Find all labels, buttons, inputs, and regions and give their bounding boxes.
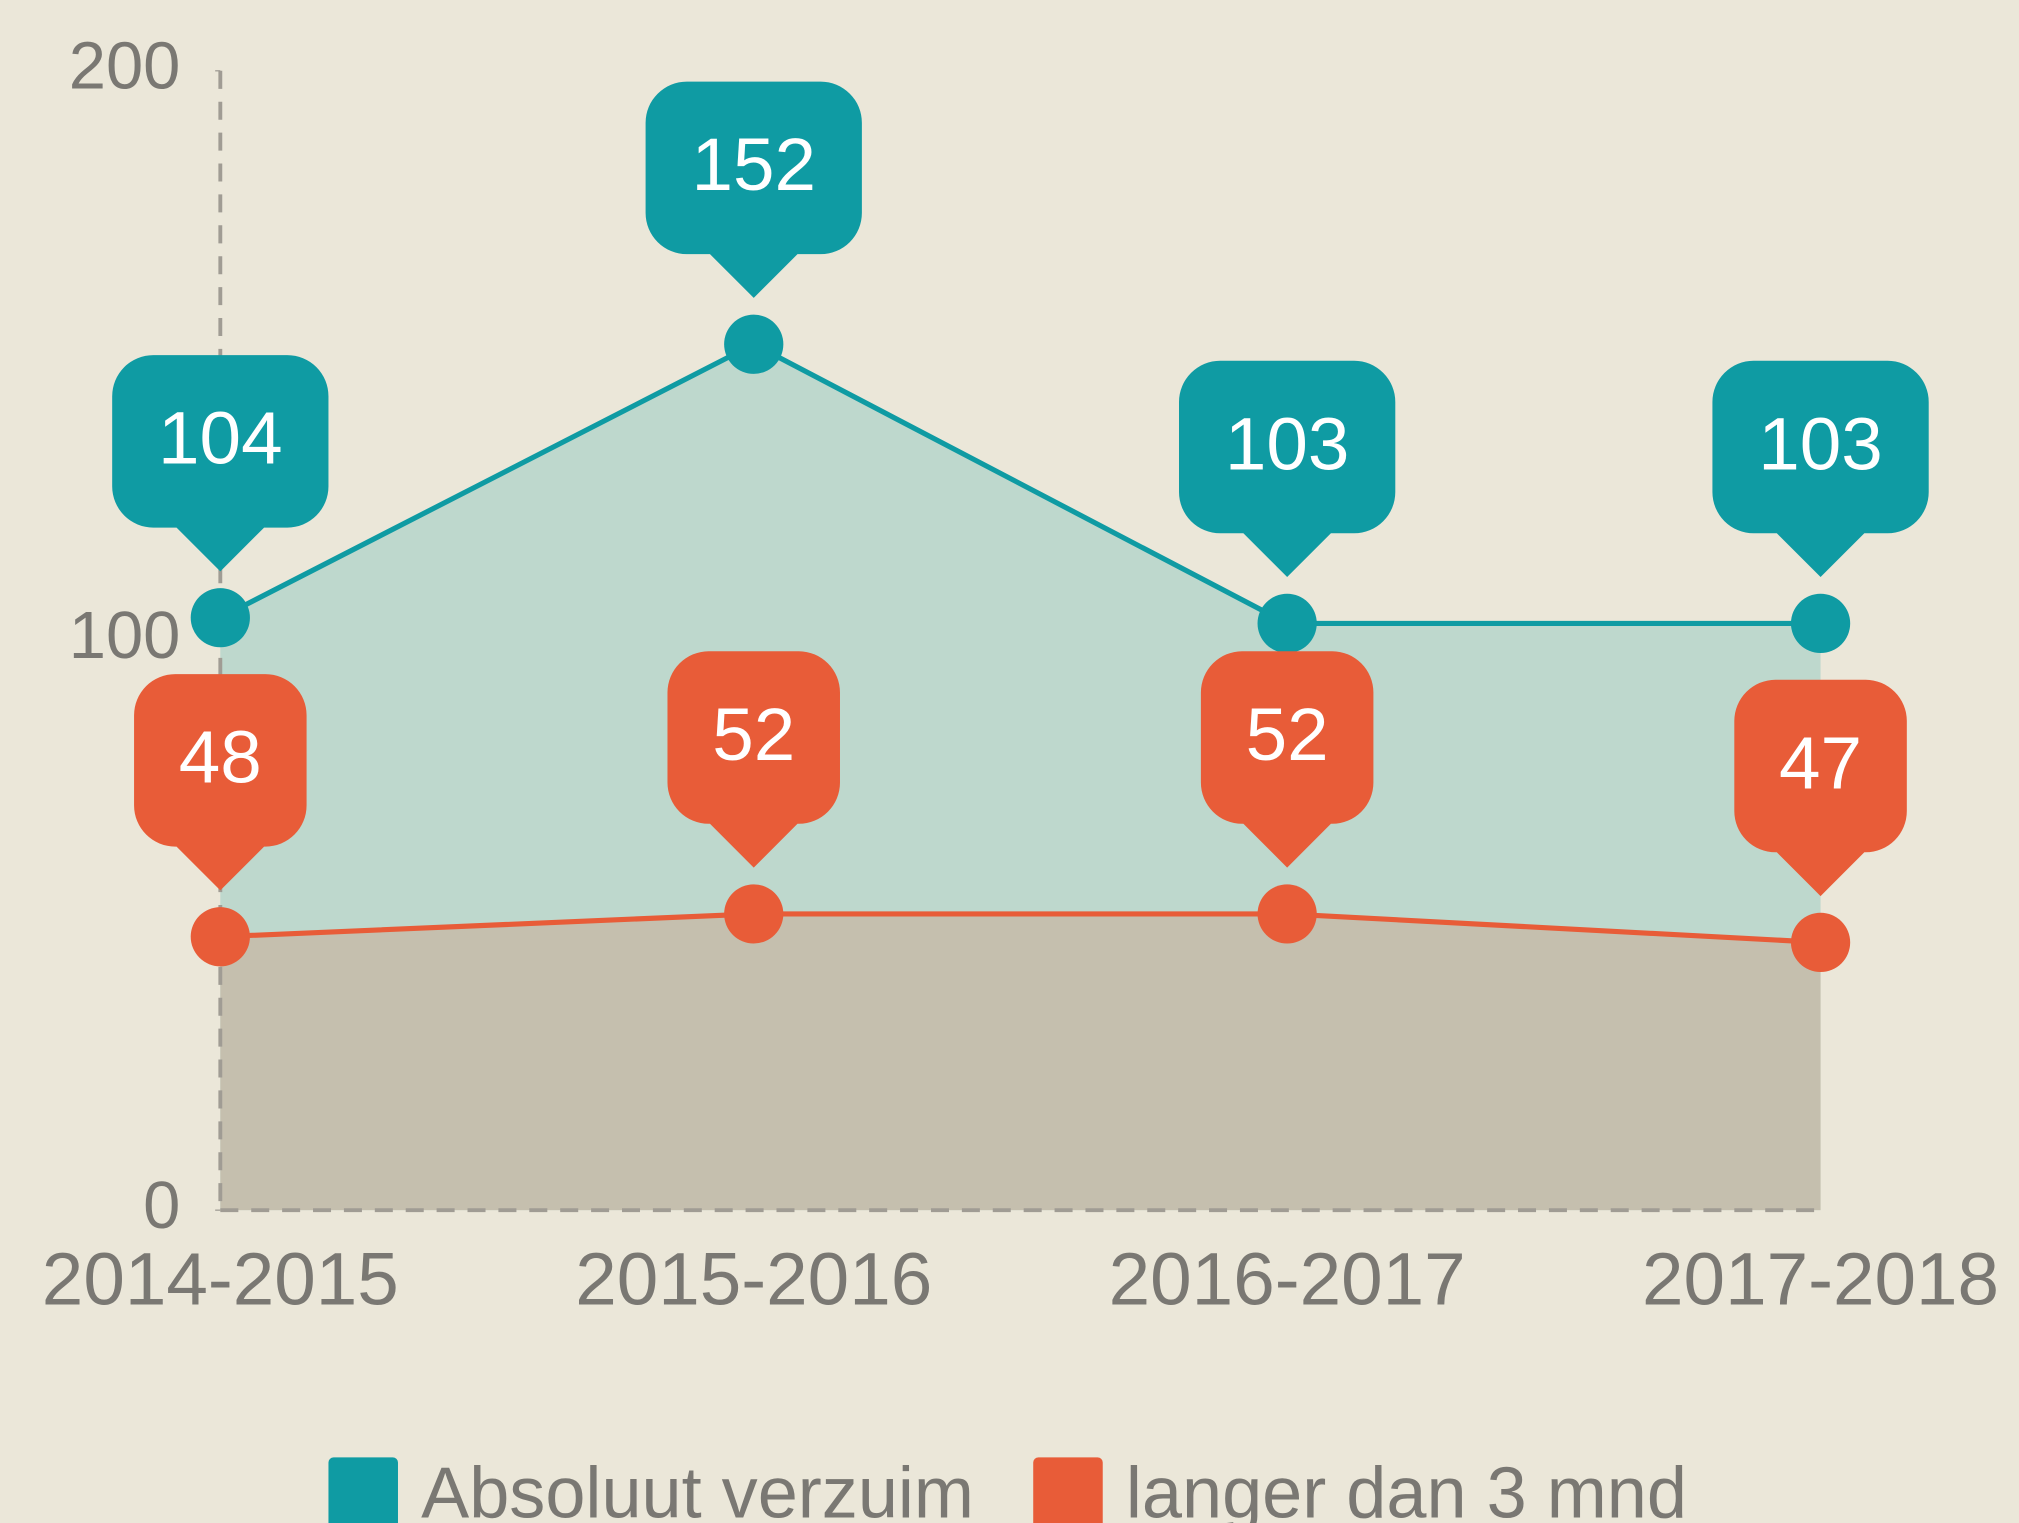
x-tick-label: 2017-2018 — [1642, 1237, 1999, 1321]
data-label: 52 — [1246, 692, 1329, 776]
point — [190, 907, 250, 967]
data-label: 103 — [1225, 401, 1350, 485]
callout — [134, 674, 307, 891]
point — [1790, 593, 1851, 654]
area — [220, 913, 1821, 1211]
point — [1257, 884, 1317, 944]
callout — [645, 81, 862, 298]
data-label: 103 — [1758, 401, 1883, 485]
data-label: 48 — [179, 715, 262, 799]
x-tick-label: 2014-2015 — [42, 1237, 399, 1321]
y-tick-label: 200 — [69, 28, 181, 103]
y-tick-label: 100 — [69, 598, 181, 673]
callout — [1734, 679, 1907, 897]
point — [724, 314, 784, 374]
y-tick-label: 0 — [143, 1168, 180, 1243]
data-label: 52 — [712, 692, 795, 776]
x-tick-label: 2016-2017 — [1109, 1237, 1466, 1321]
legend-swatch — [1033, 1457, 1103, 1523]
point — [1257, 593, 1317, 654]
callout — [1200, 651, 1374, 868]
legend-swatch — [328, 1457, 398, 1523]
legend-label: langer dan 3 mnd — [1126, 1454, 1687, 1523]
data-label: 152 — [691, 122, 816, 206]
callout — [1179, 360, 1396, 578]
point — [724, 884, 784, 944]
data-label: 104 — [158, 396, 283, 480]
line — [220, 911, 1821, 945]
callout — [1712, 360, 1929, 578]
callout — [667, 651, 840, 868]
point — [190, 588, 250, 648]
callout — [112, 355, 329, 572]
point — [1790, 912, 1851, 973]
x-tick-label: 2015-2016 — [575, 1237, 932, 1321]
line — [219, 341, 1821, 626]
data-label: 47 — [1779, 720, 1862, 804]
legend-label: Absoluut verzuim — [421, 1454, 974, 1523]
